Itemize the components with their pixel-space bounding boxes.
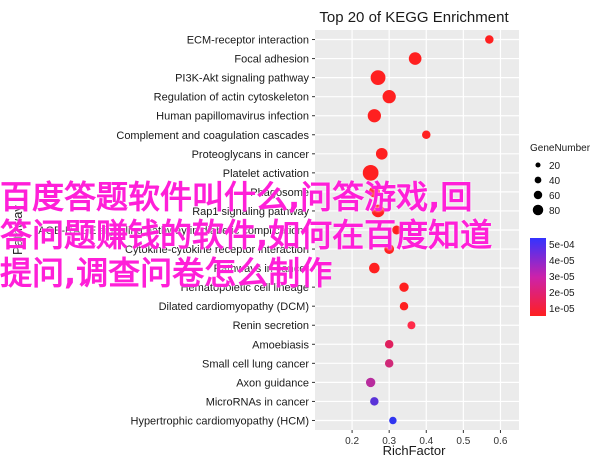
legend-label: 80: [549, 206, 561, 217]
y-tick-label: Axon guidance: [236, 377, 309, 389]
chart-title: Top 20 of KEGG Enrichment: [319, 9, 509, 26]
y-tick-label: Dilated cardiomyopathy (DCM): [159, 301, 309, 313]
data-point: [384, 340, 394, 349]
y-tick-label: Focal adhesion: [234, 54, 309, 66]
y-tick-label: Hematopoietic cell lineage: [181, 282, 309, 294]
data-point: [371, 204, 385, 218]
y-tick-label: ECM-receptor interaction: [187, 35, 309, 47]
y-tick-label: Hypertrophic cardiomyopathy (HCM): [131, 415, 310, 427]
legend-title: GeneNumber: [530, 143, 591, 154]
y-tick-label: Rap1 signaling pathway: [192, 206, 309, 218]
legend-label: 20: [549, 161, 561, 172]
data-point: [408, 52, 422, 65]
legend-symbol: [535, 162, 541, 168]
y-tick-label: Small cell lung cancer: [202, 358, 309, 370]
colorbar-tick-label: 4e-05: [549, 256, 575, 267]
y-tick-label: MicroRNAs in cancer: [206, 396, 310, 408]
x-tick-label: 0.3: [382, 436, 396, 447]
y-tick-label: Complement and coagulation cascades: [116, 130, 309, 142]
data-point: [407, 321, 416, 330]
legend-label: 60: [549, 191, 561, 202]
legend-symbol: [533, 190, 543, 200]
y-tick-label: PI3K-Akt signaling pathway: [175, 73, 309, 85]
y-tick-label: Platelet activation: [223, 168, 309, 180]
data-point: [367, 109, 381, 123]
data-point: [368, 186, 380, 198]
x-axis-label: RichFactor: [383, 443, 447, 458]
y-tick-label: Regulation of actin cytoskeleton: [154, 92, 309, 104]
x-tick-label: 0.5: [456, 436, 470, 447]
legend-symbol: [534, 176, 542, 184]
legend-symbol: [532, 204, 544, 216]
y-tick-label: Renin secretion: [233, 320, 309, 332]
x-tick-label: 0.6: [494, 436, 508, 447]
y-tick-label: Phagosome: [250, 187, 309, 199]
data-point: [369, 262, 380, 274]
size-legend: 20 40 60 80: [532, 161, 561, 217]
y-tick-label: AGE-RAGE signaling pathway in diabetic c…: [38, 225, 309, 237]
colorbar-tick-label: 2e-05: [549, 288, 575, 299]
data-point: [365, 377, 376, 388]
data-point: [422, 130, 431, 140]
x-tick-label: 0.4: [419, 436, 433, 447]
data-point: [389, 416, 397, 425]
y-tick-label: Pathways in cancer: [214, 263, 310, 275]
y-axis-label: Pathway: [10, 205, 25, 255]
data-point: [384, 359, 394, 368]
data-point: [370, 70, 386, 86]
y-tick-label: Proteoglycans in cancer: [192, 149, 310, 161]
legend-label: 40: [549, 176, 561, 187]
x-tick-label: 0.2: [345, 436, 359, 447]
data-points: [362, 35, 494, 425]
data-point: [362, 164, 379, 181]
y-tick-label: Cytokine-cytokine receptor interaction: [125, 244, 309, 256]
data-point: [399, 301, 409, 311]
x-tick-labels: 0.2 0.3 0.4 0.5 0.6: [345, 430, 508, 447]
colorbar-tick-label: 3e-05: [549, 272, 575, 283]
data-point: [375, 147, 388, 160]
data-point: [370, 397, 379, 406]
colorbar-tick-labels: 5e-04 4e-05 3e-05 2e-05 1e-05: [549, 240, 575, 315]
y-tick-label: Amoebiasis: [252, 339, 309, 351]
grid-lines: [315, 30, 519, 430]
data-point: [392, 225, 402, 235]
data-point: [485, 35, 494, 44]
y-tick-labels: ECM-receptor interaction Focal adhesion PI…: [38, 35, 315, 427]
data-point: [384, 244, 395, 254]
data-point: [399, 282, 409, 292]
data-point: [382, 90, 396, 104]
colorbar-tick-label: 5e-04: [549, 240, 575, 251]
colorbar-tick-label: 1e-05: [549, 304, 575, 315]
colorbar: [530, 238, 546, 316]
y-tick-label: Human papillomavirus infection: [156, 111, 309, 123]
